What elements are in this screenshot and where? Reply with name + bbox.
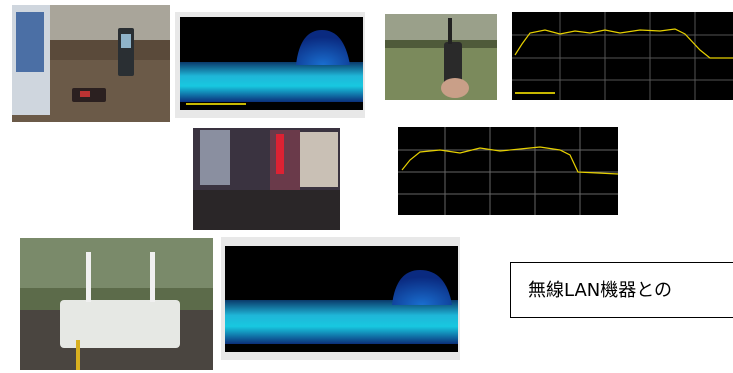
- photo-equipment-part: [60, 300, 180, 348]
- spectrum-screenshot-part: [186, 103, 246, 105]
- level-plot: [398, 127, 619, 215]
- photo-crowd-part: [193, 190, 340, 230]
- level-plot: [512, 12, 733, 100]
- photo-field-part: [444, 42, 462, 88]
- caption-box-part: [510, 262, 733, 318]
- spectrum-screenshot-part: [392, 270, 452, 305]
- caption-text: 無線LAN機器との: [528, 280, 672, 301]
- photo-bench-part: [16, 12, 44, 72]
- photo-equipment: [20, 238, 213, 370]
- photo-field: [385, 14, 497, 100]
- photo-equipment-part: [86, 252, 91, 302]
- photo-field-part: [448, 18, 452, 44]
- level-plot-part: [514, 28, 733, 59]
- spectrum-screenshot-part: [180, 62, 363, 102]
- photo-equipment-part: [76, 340, 80, 370]
- caption-box: 無線LAN機器との: [510, 262, 733, 318]
- level-plot-part: [398, 127, 618, 215]
- photo-equipment-part: [20, 238, 213, 288]
- spectrum-screenshot: [175, 12, 365, 118]
- photo-bench: [12, 5, 170, 122]
- photo-bench-part: [121, 34, 131, 48]
- photo-field-part: [441, 78, 469, 98]
- photo-equipment-part: [150, 252, 155, 302]
- level-plot-part: [401, 146, 619, 175]
- photo-crowd-part: [200, 130, 230, 185]
- level-plot-part: [515, 92, 555, 94]
- photo-crowd-part: [276, 134, 284, 174]
- level-plot-part: [512, 12, 733, 100]
- spectrum-screenshot-part: [296, 30, 350, 65]
- photo-crowd-part: [270, 130, 300, 190]
- spectrum-screenshot-part: [225, 300, 458, 344]
- photo-crowd: [193, 128, 340, 230]
- photo-field-part: [385, 40, 497, 48]
- level-plot-part: [512, 12, 733, 100]
- spectrum-screenshot: [221, 237, 460, 360]
- photo-bench-part: [80, 91, 90, 97]
- photo-crowd-part: [300, 132, 338, 187]
- photo-field-part: [385, 14, 497, 44]
